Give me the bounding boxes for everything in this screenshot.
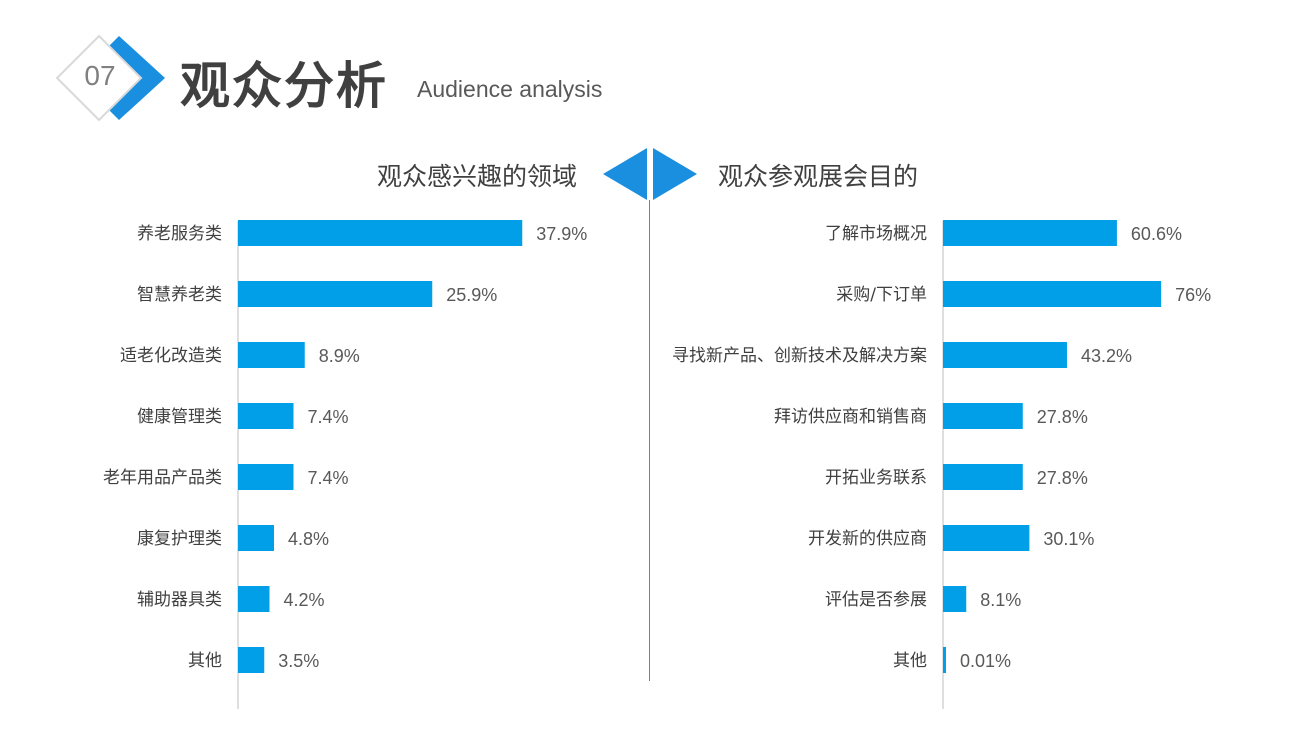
category-label: 养老服务类 (137, 224, 222, 244)
bar (943, 281, 1162, 307)
value-label: 0.01% (960, 651, 1011, 671)
category-label: 康复护理类 (137, 529, 222, 549)
bar (238, 464, 294, 490)
value-label: 27.8% (1037, 468, 1088, 488)
value-label: 37.9% (536, 224, 587, 244)
bar (238, 281, 433, 307)
bar (238, 220, 523, 246)
category-label: 开发新的供应商 (808, 529, 927, 549)
value-label: 76% (1175, 285, 1211, 305)
bar (943, 403, 1023, 429)
value-label: 60.6% (1131, 224, 1182, 244)
bar (943, 220, 1117, 246)
category-label: 老年用品产品类 (103, 468, 222, 488)
section-number: 07 (84, 60, 116, 91)
value-label: 30.1% (1043, 529, 1094, 549)
category-label: 拜访供应商和销售商 (774, 407, 927, 427)
category-label: 其他 (188, 651, 222, 671)
left-chart-title: 观众感兴趣的领域 (376, 162, 577, 191)
bar (238, 403, 294, 429)
category-label: 其他 (893, 651, 927, 671)
category-label: 采购/下订单 (836, 285, 927, 305)
value-label: 4.2% (284, 590, 325, 610)
bar (943, 586, 967, 612)
category-label: 了解市场概况 (825, 224, 927, 244)
page-title: 观众分析 (180, 57, 388, 115)
slide-header: 07 观众分析 Audience analysis (0, 0, 1300, 130)
interest-areas-bar-chart: 养老服务类 37.9% 智慧养老类 25.9% 适老化改造类 8.9% 健康管理类 7.4% 老… (103, 220, 587, 709)
right-chart-title: 观众参观展会目的 (718, 162, 919, 191)
value-label: 4.8% (288, 529, 329, 549)
value-label: 7.4% (308, 468, 349, 488)
value-label: 27.8% (1037, 407, 1088, 427)
value-label: 8.1% (980, 590, 1021, 610)
center-divider (649, 200, 650, 681)
value-label: 8.9% (319, 346, 360, 366)
bar (943, 525, 1030, 551)
value-label: 25.9% (446, 285, 497, 305)
bar (238, 586, 270, 612)
bar (238, 525, 274, 551)
category-label: 辅助器具类 (137, 590, 222, 610)
value-label: 7.4% (308, 407, 349, 427)
bar (943, 342, 1067, 368)
category-label: 适老化改造类 (120, 346, 222, 366)
category-label: 寻找新产品、创新技术及解决方案 (672, 346, 927, 366)
category-label: 评估是否参展 (825, 590, 927, 610)
value-label: 43.2% (1081, 346, 1132, 366)
bar (238, 647, 265, 673)
diamond-divider-icon (603, 148, 697, 200)
bar (943, 647, 946, 673)
section-badge-icon (55, 34, 165, 122)
category-label: 智慧养老类 (137, 285, 222, 305)
bar (943, 464, 1023, 490)
value-label: 3.5% (278, 651, 319, 671)
bar (238, 342, 305, 368)
category-label: 开拓业务联系 (825, 468, 927, 488)
category-label: 健康管理类 (137, 407, 222, 427)
page-subtitle: Audience analysis (417, 76, 603, 102)
